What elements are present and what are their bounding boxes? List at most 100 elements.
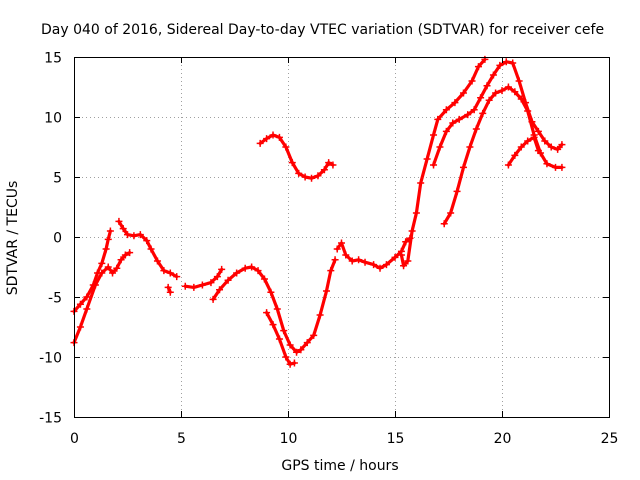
data-point-marker [267,288,275,296]
data-point-marker [293,348,301,356]
data-point-marker [76,300,84,308]
data-point-marker [430,161,438,169]
data-point-marker [449,119,457,127]
data-point-marker [160,267,168,275]
series-arc-8 [256,131,337,182]
data-point-marker [282,143,290,151]
data-point-marker [397,251,405,259]
data-point-marker [534,147,542,155]
data-point-marker [198,281,206,289]
data-point-marker [558,163,566,171]
data-point-marker [417,179,425,187]
data-point-marker [136,231,144,239]
data-point-marker [530,133,538,141]
series-arc-7 [263,309,298,368]
data-point-marker [263,309,271,317]
data-point-marker [310,331,318,339]
data-point-marker [408,227,416,235]
data-point-marker [511,151,519,159]
data-point-marker [117,256,125,264]
data-point-marker [164,283,172,291]
data-point-marker [517,95,525,103]
data-point-marker [434,115,442,123]
data-point-marker [308,174,316,182]
data-layer [70,55,566,368]
series-arc-5 [181,265,226,291]
y-axis: -15 -10 -5 0 5 10 15 [39,51,609,427]
data-point-marker [269,321,277,329]
data-point-marker [166,288,174,296]
data-point-marker [459,163,467,171]
y-tick-label: 10 [44,111,62,127]
data-point-marker [254,267,262,275]
data-point-marker [173,273,181,281]
data-point-marker [113,264,121,272]
data-point-marker [297,346,305,354]
series-arc-10 [397,55,489,270]
data-point-marker [479,109,487,117]
data-point-marker [440,220,448,228]
data-point-marker [190,283,198,291]
data-point-marker [104,235,112,243]
series-arc-12 [440,83,566,228]
data-point-marker [282,353,290,361]
data-point-marker [468,77,476,85]
data-point-marker [218,265,226,273]
x-tick-label: 0 [70,431,79,447]
data-point-marker [361,258,369,266]
data-point-marker [404,257,412,265]
data-point-marker [543,160,551,168]
data-point-marker [524,107,532,115]
data-point-marker [269,131,277,139]
data-point-marker [83,293,91,301]
y-tick-label: 0 [53,231,62,247]
data-point-marker [83,305,91,313]
data-point-marker [451,99,459,107]
data-point-marker [126,249,134,257]
data-point-marker [400,262,408,270]
chart-title: Day 040 of 2016, Sidereal Day-to-day VTE… [41,22,604,38]
data-point-marker [509,59,517,67]
data-point-marker [104,263,112,271]
data-point-marker [288,159,296,167]
data-point-marker [504,161,512,169]
data-point-marker [483,82,491,90]
data-point-marker [147,245,155,253]
data-point-marker [329,161,337,169]
data-point-marker [325,159,333,167]
series-path [431,60,564,167]
data-point-marker [459,89,467,97]
data-point-marker [554,145,562,153]
data-point-marker [256,139,264,147]
data-point-marker [423,155,431,163]
data-point-marker [534,127,542,135]
data-point-marker [181,282,189,290]
data-point-marker [338,239,345,247]
x-tick-label: 10 [280,431,298,447]
data-point-marker [233,269,241,277]
data-point-marker [124,231,131,239]
data-point-marker [412,209,420,217]
y-tick-label: -5 [48,291,62,307]
data-point-marker [301,173,309,181]
x-axis-label: GPS time / hours [281,458,398,474]
data-point-marker [511,88,519,96]
series-arc-11 [430,58,566,169]
data-point-marker [166,269,174,277]
x-axis: 0 5 10 15 20 25 [70,57,618,447]
series-arc-2 [70,227,114,315]
data-point-marker [464,111,472,119]
data-point-marker [524,137,532,145]
data-point-marker [224,276,232,284]
data-point-marker [558,141,566,149]
data-point-marker [466,143,474,151]
data-point-marker [376,264,384,272]
data-point-marker [498,87,506,95]
x-tick-label: 20 [494,431,512,447]
data-point-marker [541,137,549,145]
data-point-marker [286,360,294,368]
data-point-marker [130,232,138,240]
data-point-marker [320,166,328,174]
series-arc-4 [164,283,174,296]
